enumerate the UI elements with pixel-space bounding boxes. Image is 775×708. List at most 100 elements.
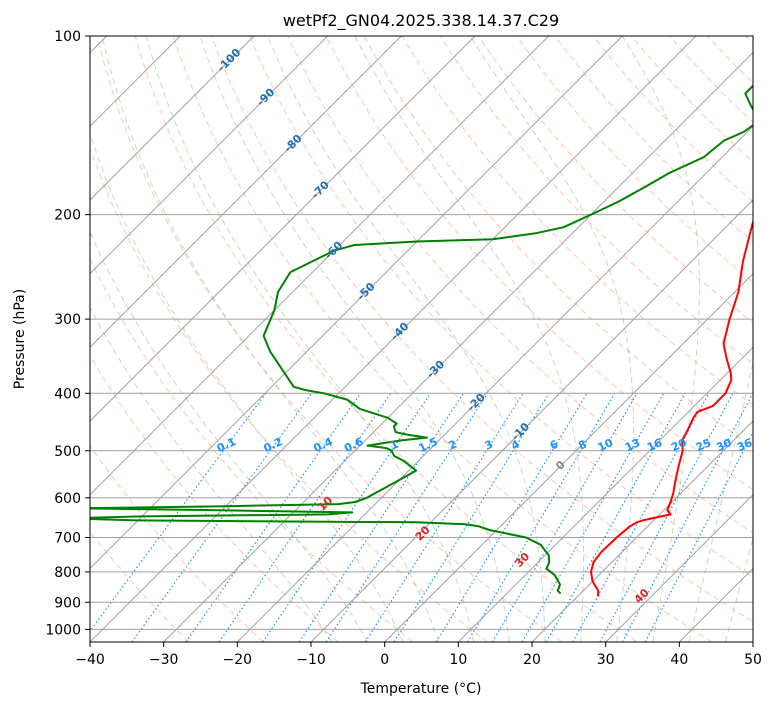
x-axis-ticks: −40 −30 −20 −10 0 10 20 30 40 50 <box>75 642 762 668</box>
moist-adiabat-line <box>90 230 369 642</box>
mixing-ratio-line <box>364 392 524 642</box>
mixing-ratio-line <box>218 392 392 642</box>
series-lines <box>90 84 753 597</box>
y-axis-ticks: 100 200 300 400 500 600 700 800 900 1000 <box>45 29 90 638</box>
y-tick-label: 900 <box>54 595 81 611</box>
y-tick-label: 100 <box>54 29 81 45</box>
chart-title: wetPf2_GN04.2025.338.14.37.C29 <box>283 11 559 31</box>
x-tick-label: 20 <box>523 652 541 668</box>
x-tick-label: 40 <box>670 652 688 668</box>
moist-adiabat-line <box>621 36 700 642</box>
mixing-ratio-line <box>599 393 734 642</box>
isotherm-line <box>90 36 697 642</box>
mixing-ratio-line <box>644 430 753 642</box>
x-tick-label: 10 <box>449 652 467 668</box>
isotherm-line <box>90 36 402 349</box>
mixing-ratio-line <box>325 392 489 642</box>
dry-adiabat-line <box>90 354 339 642</box>
mixing-ratio-label: 0.6 <box>342 435 365 455</box>
mixing-ratio-label: 13 <box>623 436 642 454</box>
isotherm-line <box>678 567 753 642</box>
dry-adiabat-line <box>172 36 712 642</box>
plot-frame <box>89 35 754 643</box>
y-tick-label: 500 <box>54 444 81 460</box>
dry-adiabat-label: 40 <box>632 586 652 606</box>
dry-adiabat-line <box>669 36 753 124</box>
isotherm-line <box>310 199 753 642</box>
isotherm-line <box>531 420 753 642</box>
mixing-ratio-label: 0.1 <box>215 435 238 455</box>
mixing-ratio-line <box>393 392 550 642</box>
dry-adiabat-line <box>592 36 753 203</box>
dry-adiabat-line <box>90 444 264 642</box>
x-tick-label: 30 <box>597 652 615 668</box>
isotherm-line <box>236 125 753 642</box>
mixing-ratio-label: 20 <box>669 436 689 454</box>
mixing-ratio-line <box>435 392 588 642</box>
dry-adiabat-line <box>554 36 753 243</box>
dry-adiabat-line <box>134 36 638 642</box>
mixing-ratio-line <box>298 392 465 642</box>
dry-adiabat-line <box>325 36 753 491</box>
x-tick-label: 0 <box>380 652 389 668</box>
dry-adiabat-line <box>96 36 563 642</box>
dry-adiabat-line <box>90 257 414 642</box>
y-tick-label: 700 <box>54 531 81 547</box>
moist-adiabat-line <box>90 132 404 642</box>
moist-adiabat-line <box>199 36 510 642</box>
isotherm-line <box>457 346 753 642</box>
moist-adiabat-line <box>90 306 333 642</box>
dry-adiabat-line <box>249 36 753 578</box>
dry-adiabat-line <box>211 36 753 623</box>
moist-adiabat-line <box>725 537 753 642</box>
isotherm-line <box>90 36 255 201</box>
y-tick-label: 400 <box>54 386 81 402</box>
mixing-ratio-line <box>545 393 686 642</box>
dry-adiabat-line <box>516 36 753 283</box>
y-tick-label: 300 <box>54 312 81 328</box>
grid-lines <box>90 36 753 642</box>
dry-adiabat-line <box>90 530 190 642</box>
mixing-ratio-line <box>621 393 753 642</box>
temperature-profile-line <box>590 218 753 597</box>
x-axis-label: Temperature (°C) <box>360 681 482 697</box>
moist-adiabat-line <box>101 36 439 642</box>
mixing-ratio-label: 30 <box>714 436 734 454</box>
mixing-ratio-label: 0.2 <box>262 435 285 455</box>
y-tick-label: 200 <box>54 208 81 224</box>
dry-adiabat-label: 30 <box>512 550 532 570</box>
y-tick-label: 600 <box>54 491 81 507</box>
dry-adiabat-line <box>401 36 753 406</box>
mixing-ratio-label: 16 <box>645 436 665 454</box>
x-tick-label: −30 <box>149 652 179 668</box>
dry-adiabat-line <box>478 36 753 324</box>
moist-adiabat-line <box>145 36 475 642</box>
dry-adiabat-line <box>90 147 488 642</box>
dry-adiabat-line <box>707 36 753 84</box>
dewpoint-profile-line <box>90 84 753 595</box>
moist-adiabat-line <box>354 36 584 642</box>
isotherm-line <box>90 36 550 496</box>
x-tick-label: 50 <box>744 652 762 668</box>
mixing-ratio-label: 10 <box>596 436 616 454</box>
y-tick-label: 800 <box>54 565 81 581</box>
moist-adiabat-line <box>470 36 634 642</box>
isotherm-line <box>605 493 753 642</box>
x-tick-label: −20 <box>223 652 253 668</box>
isotherm-line <box>384 272 753 642</box>
isotherm-line <box>90 36 623 570</box>
isotherm-line <box>90 36 476 422</box>
y-axis-label: Pressure (hPa) <box>12 289 28 389</box>
mixing-ratio-label: 25 <box>694 436 713 454</box>
isotherm-line <box>90 36 329 275</box>
isotherm-line <box>163 51 753 642</box>
mixing-ratio-label: 0.4 <box>312 435 335 455</box>
x-tick-label: −40 <box>75 652 105 668</box>
mixing-ratio-line <box>466 392 616 642</box>
moist-adiabat-line <box>267 36 546 642</box>
mixing-ratio-line <box>131 392 313 642</box>
background-lines <box>90 36 753 642</box>
isotherm-line <box>752 641 753 642</box>
y-tick-label: 1000 <box>45 622 81 638</box>
